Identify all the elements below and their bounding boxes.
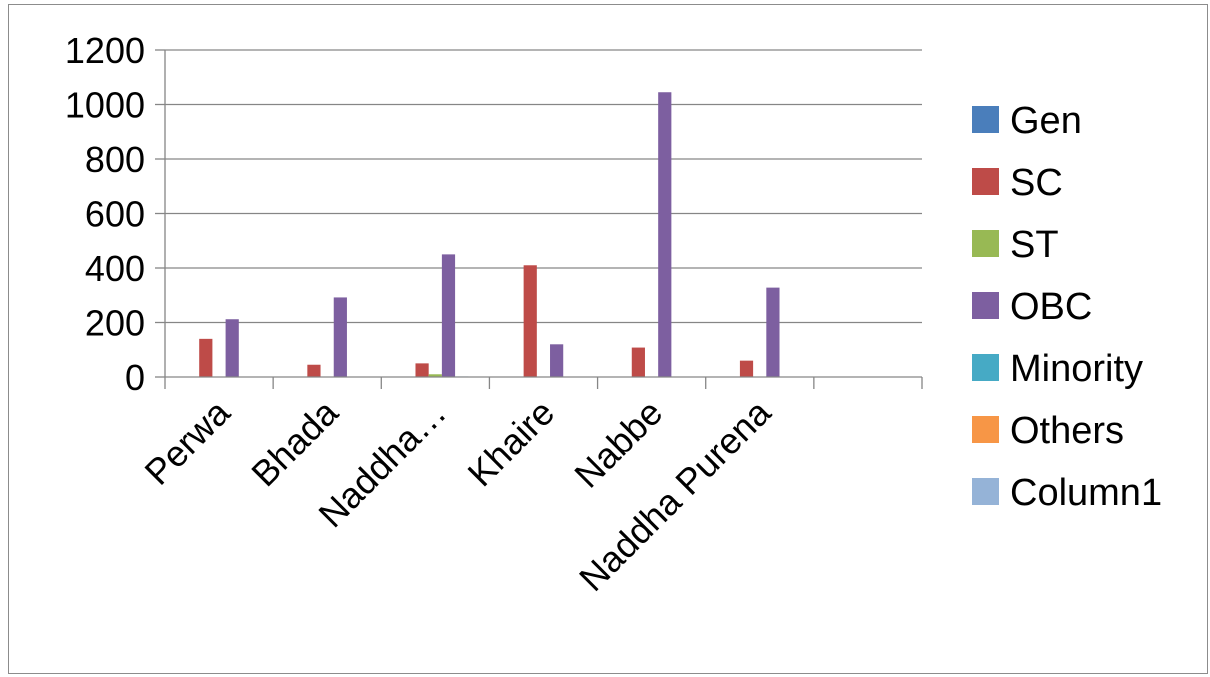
bar-sc-naddha-	[415, 363, 429, 377]
bars	[199, 92, 780, 378]
bar-sc-bhada	[307, 364, 321, 377]
bar-obc-nabbe	[658, 92, 672, 378]
x-tick-label: Bhada	[243, 391, 346, 494]
bar-sc-khaire	[523, 265, 537, 377]
legend-label-column1: Column1	[1010, 472, 1162, 514]
legend-label-st: ST	[1010, 224, 1059, 266]
axes	[155, 49, 923, 389]
legend-swatch-obc	[972, 292, 999, 319]
bar-obc-naddha-purena	[766, 287, 780, 377]
legend-swatch-sc	[972, 168, 999, 195]
y-tick-label: 800	[85, 139, 145, 180]
legend-swatch-gen	[972, 106, 999, 133]
gridlines	[165, 49, 922, 324]
legend: Gen SC ST OBC Minority Others Column1	[972, 100, 1162, 514]
bar-obc-bhada	[333, 297, 347, 377]
legend-swatch-others	[972, 416, 999, 443]
legend-label-sc: SC	[1010, 162, 1063, 204]
y-axis-tick-labels: 0 200 400 600 800 1000 1200	[65, 30, 145, 398]
bar-obc-naddha-	[441, 254, 456, 377]
x-tick-label: Naddha Purena	[571, 391, 779, 599]
legend-swatch-minority	[972, 354, 999, 381]
legend-label-gen: Gen	[1010, 100, 1082, 142]
bar-sc-nabbe	[631, 347, 645, 377]
bar-sc-naddha-purena	[739, 360, 754, 377]
y-tick-label: 0	[125, 357, 145, 398]
y-tick-label: 1200	[65, 30, 145, 71]
bar-obc-perwa	[225, 319, 239, 377]
y-tick-label: 200	[85, 303, 145, 344]
y-tick-label: 600	[85, 194, 145, 235]
legend-swatch-st	[972, 230, 999, 257]
legend-swatch-column1	[972, 478, 999, 505]
y-tick-label: 1000	[65, 85, 145, 126]
x-tick-label: Khaire	[460, 392, 563, 495]
bar-st-naddha-	[428, 374, 442, 377]
legend-label-others: Others	[1010, 410, 1124, 452]
x-tick-label: Perwa	[137, 391, 239, 493]
legend-label-minority: Minority	[1010, 348, 1143, 390]
legend-label-obc: OBC	[1010, 286, 1092, 328]
x-tick-label: Nabbe	[566, 392, 670, 496]
bar-obc-khaire	[550, 344, 564, 377]
y-tick-label: 400	[85, 248, 145, 289]
bar-sc-perwa	[199, 338, 213, 377]
